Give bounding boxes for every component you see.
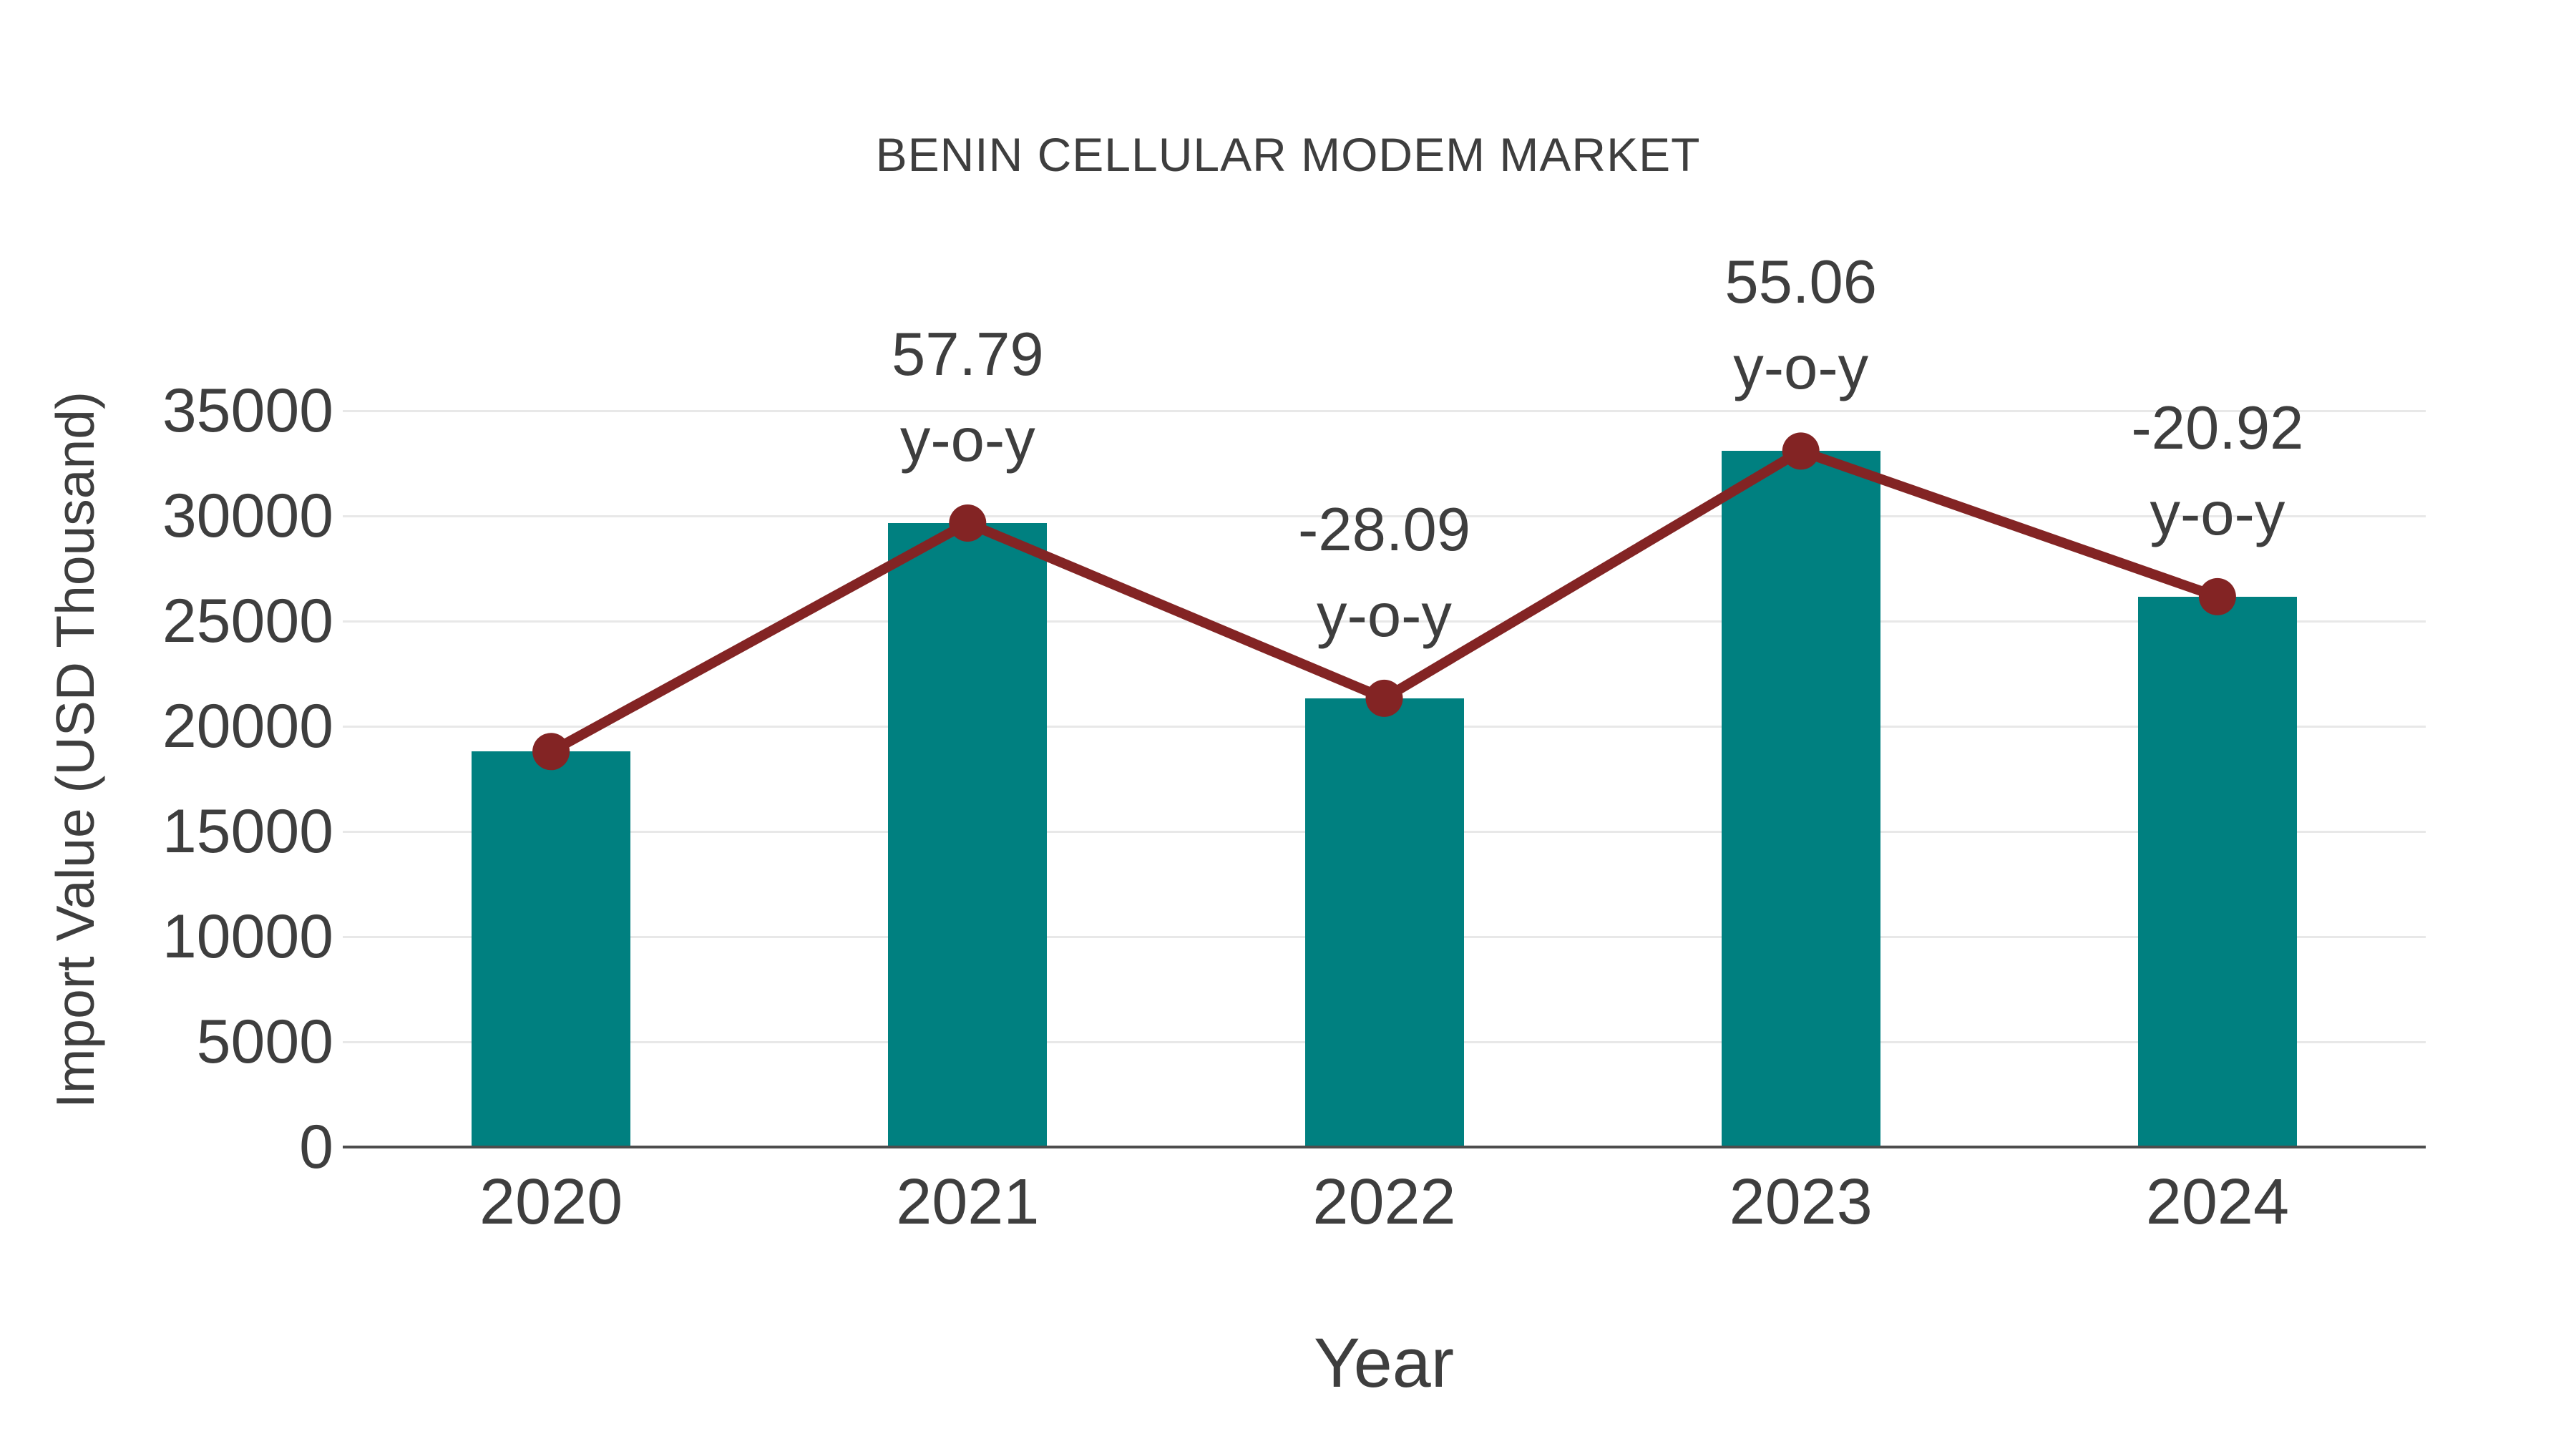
bar-2024 <box>2137 596 2297 1147</box>
yoy-annotation-2021: 57.79 y-o-y <box>717 312 1218 484</box>
bar-2022 <box>1304 698 1464 1147</box>
yoy-annotation-2022: -28.09 y-o-y <box>1134 487 1635 659</box>
y-tick-label-0: 0 <box>299 1113 333 1181</box>
x-tick-label-2021: 2021 <box>896 1166 1040 1238</box>
chart-title: BENIN CELLULAR MODEM MARKET <box>875 128 1701 181</box>
y-tick-label-10000: 10000 <box>162 902 333 971</box>
bar-2023 <box>1721 451 1880 1147</box>
gridline-35000 <box>343 409 2426 412</box>
x-axis-line <box>343 1146 2426 1148</box>
yoy-annotation-2024: -20.92 y-o-y <box>1967 386 2468 557</box>
bar-2021 <box>888 522 1048 1147</box>
yoy-annotation-2023: 55.06 y-o-y <box>1551 240 2051 411</box>
x-tick-label-2023: 2023 <box>1729 1166 1873 1238</box>
x-axis-title: Year <box>1314 1324 1454 1402</box>
y-tick-label-30000: 30000 <box>162 482 333 550</box>
y-tick-label-5000: 5000 <box>196 1008 333 1076</box>
x-tick-label-2022: 2022 <box>1312 1166 1456 1238</box>
yoy-annotation-value: 57.79 <box>891 320 1044 389</box>
yoy-annotation-value: -20.92 <box>2131 394 2304 462</box>
x-tick-label-2024: 2024 <box>2145 1166 2289 1238</box>
y-tick-label-35000: 35000 <box>162 376 333 445</box>
x-tick-label-2020: 2020 <box>479 1166 623 1238</box>
bar-2020 <box>472 751 631 1147</box>
y-tick-label-20000: 20000 <box>162 692 333 761</box>
yoy-annotation-value: 55.06 <box>1724 248 1878 317</box>
yoy-annotation-suffix: y-o-y <box>899 406 1035 474</box>
yoy-annotation-suffix: y-o-y <box>1317 581 1452 650</box>
yoy-annotation-suffix: y-o-y <box>1733 334 1869 403</box>
y-tick-label-25000: 25000 <box>162 587 333 655</box>
yoy-annotation-value: -28.09 <box>1297 495 1470 564</box>
yoy-annotation-suffix: y-o-y <box>2150 479 2285 548</box>
y-tick-label-15000: 15000 <box>162 797 333 866</box>
